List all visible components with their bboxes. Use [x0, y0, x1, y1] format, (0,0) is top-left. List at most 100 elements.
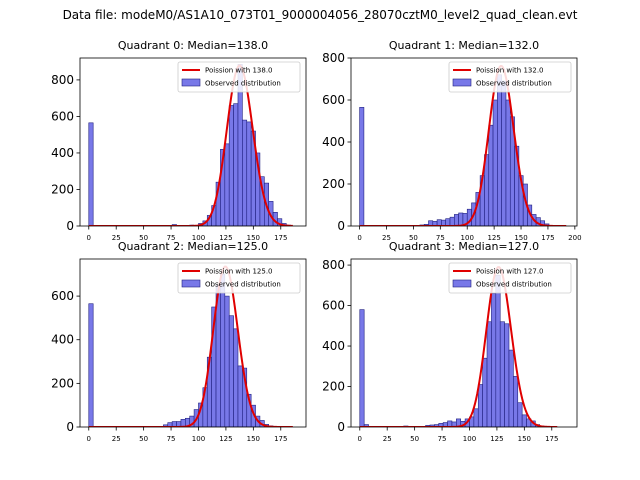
legend-box: [177, 61, 301, 93]
histogram-bar: [359, 309, 365, 427]
histogram-bar: [220, 273, 226, 427]
x-tick-label: 0: [87, 234, 91, 242]
legend-line-label: Poission with 138.0: [205, 67, 273, 75]
quadrant-3-axes-frame: [350, 258, 578, 428]
x-tick-label: 100: [461, 234, 474, 242]
y-tick-label: 0: [66, 420, 74, 434]
x-tick-label: 25: [383, 435, 392, 443]
x-tick-label: 50: [410, 435, 419, 443]
x-tick-label: 125: [219, 435, 232, 443]
x-tick-label: 150: [247, 435, 260, 443]
y-tick-label: 200: [322, 380, 345, 394]
y-tick-label: 400: [322, 339, 345, 353]
histogram-bar: [228, 315, 234, 427]
poisson-fit-line: [359, 266, 558, 427]
poisson-fit-line: [88, 265, 293, 427]
x-tick-label: 25: [112, 234, 121, 242]
y-tick-label: 400: [51, 333, 74, 347]
legend-box: [177, 262, 301, 294]
quadrant-0-legend: Poission with 138.0 Observed distribution: [177, 61, 301, 93]
histogram-bar: [508, 349, 514, 427]
x-tick-label: 175: [541, 234, 554, 242]
legend-bar-swatch: [181, 279, 201, 288]
x-tick-label: 150: [514, 234, 527, 242]
x-tick-label: 125: [219, 234, 232, 242]
x-tick-label: 100: [192, 234, 205, 242]
x-tick-label: 25: [112, 435, 121, 443]
histogram-bar: [359, 107, 365, 226]
histogram-bar: [482, 357, 488, 427]
quadrant-3-legend: Poission with 127.0 Observed distribution: [448, 262, 572, 294]
x-tick-label: 150: [518, 435, 531, 443]
y-tick-label: 0: [337, 420, 345, 434]
y-tick-label: 0: [66, 219, 74, 233]
histogram-bar: [495, 274, 501, 427]
quadrant-2-axes-frame: [79, 258, 307, 428]
histogram-bar: [228, 105, 234, 226]
histogram-bar: [499, 321, 505, 427]
quadrant-3-title: Quadrant 3: Median=127.0: [389, 240, 539, 253]
y-tick-label: 400: [322, 135, 345, 149]
x-tick-label: 50: [409, 234, 418, 242]
histogram-bar: [501, 80, 507, 226]
histogram-bar: [233, 328, 239, 427]
histogram-bar: [224, 295, 230, 427]
quadrant-0-title: Quadrant 0: Median=138.0: [118, 39, 268, 52]
x-tick-label: 175: [274, 435, 287, 443]
histogram-bar: [445, 218, 451, 226]
legend-bar-label: Observed distribution: [205, 80, 281, 88]
legend-bar-label: Observed distribution: [476, 80, 552, 88]
legend-bar-swatch: [452, 78, 472, 87]
legend-line-label: Poission with 127.0: [476, 268, 544, 276]
x-tick-label: 175: [545, 435, 558, 443]
legend-line-label: Poission with 125.0: [205, 268, 273, 276]
x-tick-label: 100: [463, 435, 476, 443]
quadrant-1-plot-area: [359, 64, 567, 226]
x-tick-label: 0: [358, 435, 362, 443]
x-tick-label: 100: [192, 435, 205, 443]
quadrant-0-panel: Quadrant 0: Median=138.0 0 25 50 75 100 125 150…: [51, 39, 307, 242]
quadrant-2-plot-area: [88, 265, 293, 427]
histogram-bar: [224, 143, 230, 226]
histogram-bar: [449, 216, 455, 226]
y-tick-label: 800: [322, 258, 345, 272]
histogram-bar: [492, 99, 498, 226]
histogram-bar: [88, 303, 94, 427]
x-tick-label: 0: [357, 234, 361, 242]
legend-bar-label: Observed distribution: [205, 281, 281, 289]
legend-bar-label: Observed distribution: [476, 281, 552, 289]
x-tick-label: 0: [87, 435, 91, 443]
quadrant-1-legend: Poission with 132.0 Observed distribution: [448, 61, 572, 93]
legend-box: [448, 262, 572, 294]
legend-bar-swatch: [181, 78, 201, 87]
histogram-bar: [237, 365, 243, 427]
histogram-bar: [454, 214, 459, 226]
figure-title: Data file: modeM0/AS1A10_073T01_90000040…: [62, 8, 578, 22]
x-tick-label: 175: [274, 234, 287, 242]
histogram-bar: [458, 212, 464, 226]
x-tick-label: 125: [490, 435, 503, 443]
y-tick-label: 200: [322, 177, 345, 191]
x-tick-label: 75: [167, 435, 176, 443]
x-tick-label: 125: [487, 234, 500, 242]
histogram-bar: [497, 74, 502, 226]
histogram-bar: [488, 124, 494, 226]
quadrant-2-legend: Poission with 125.0 Observed distribution: [177, 262, 301, 294]
quadrant-0-plot-area: [88, 64, 293, 226]
poisson-fit-line: [359, 64, 567, 226]
legend-box: [448, 61, 572, 93]
quadrant-2-panel: Quadrant 2: Median=125.0 0 25 50 75 100 125 150…: [51, 240, 307, 443]
x-tick-label: 25: [382, 234, 391, 242]
histogram-bar: [491, 293, 497, 427]
y-tick-label: 800: [51, 73, 74, 87]
histogram-bar: [517, 402, 523, 427]
y-tick-label: 600: [322, 299, 345, 313]
y-tick-label: 600: [51, 109, 74, 123]
histogram-bar: [477, 384, 483, 427]
quadrant-1-panel: Quadrant 1: Median=132.0 0 25 50 75 100 125 150…: [322, 39, 581, 242]
quadrant-0-axes-frame: [79, 57, 307, 227]
y-tick-label: 0: [337, 219, 345, 233]
quadrant-3-panel: Quadrant 3: Median=127.0 0 25 50 75 100 125 150…: [322, 240, 578, 443]
x-tick-label: 150: [247, 234, 260, 242]
